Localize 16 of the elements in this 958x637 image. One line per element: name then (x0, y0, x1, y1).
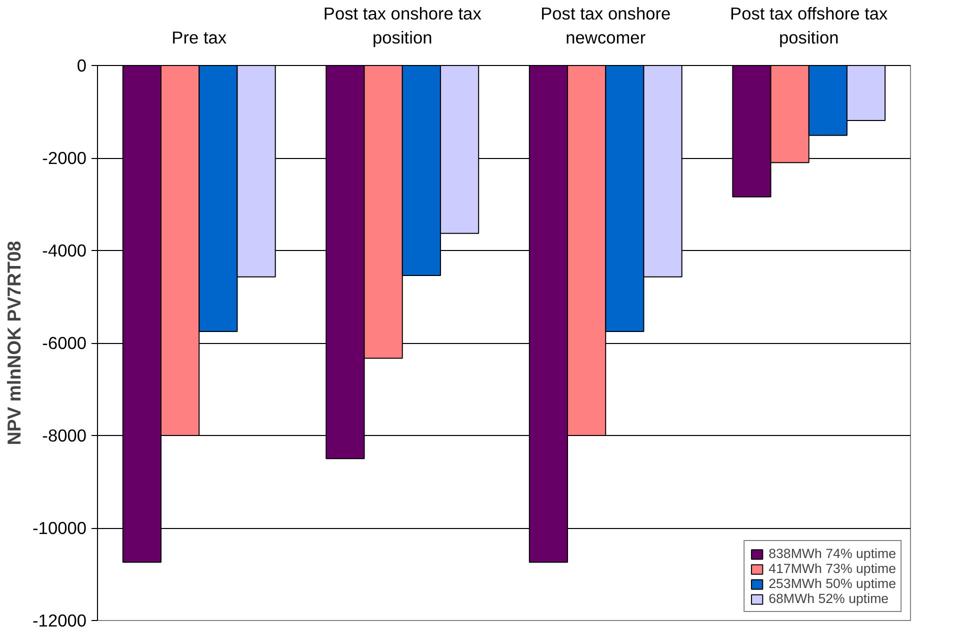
x-tick-label: Post tax onshore newcomer (540, 4, 671, 48)
legend-label: 253MWh 50% uptime (768, 576, 896, 591)
legend-label: 68MWh 52% uptime (768, 591, 889, 606)
y-tick-label: -2000 (42, 148, 87, 168)
legend-label: 838MWh 74% uptime (768, 546, 896, 561)
y-tick-label: -4000 (42, 240, 87, 260)
x-tick-label: Post tax onshore tax position (323, 4, 482, 48)
y-tick-label: 0 (76, 56, 87, 76)
x-tick-label: Pre tax (172, 28, 227, 48)
y-axis-title: NPV mlnNOK PV7RT08 (4, 240, 25, 446)
legend-label: 417MWh 73% uptime (768, 561, 896, 576)
y-tick-label: -6000 (42, 333, 87, 353)
y-tick-label: -12000 (32, 610, 87, 630)
x-tick-label: Post tax offshore tax position (730, 4, 888, 48)
y-tick-label: -10000 (32, 518, 87, 538)
y-tick-label: -8000 (42, 426, 87, 446)
